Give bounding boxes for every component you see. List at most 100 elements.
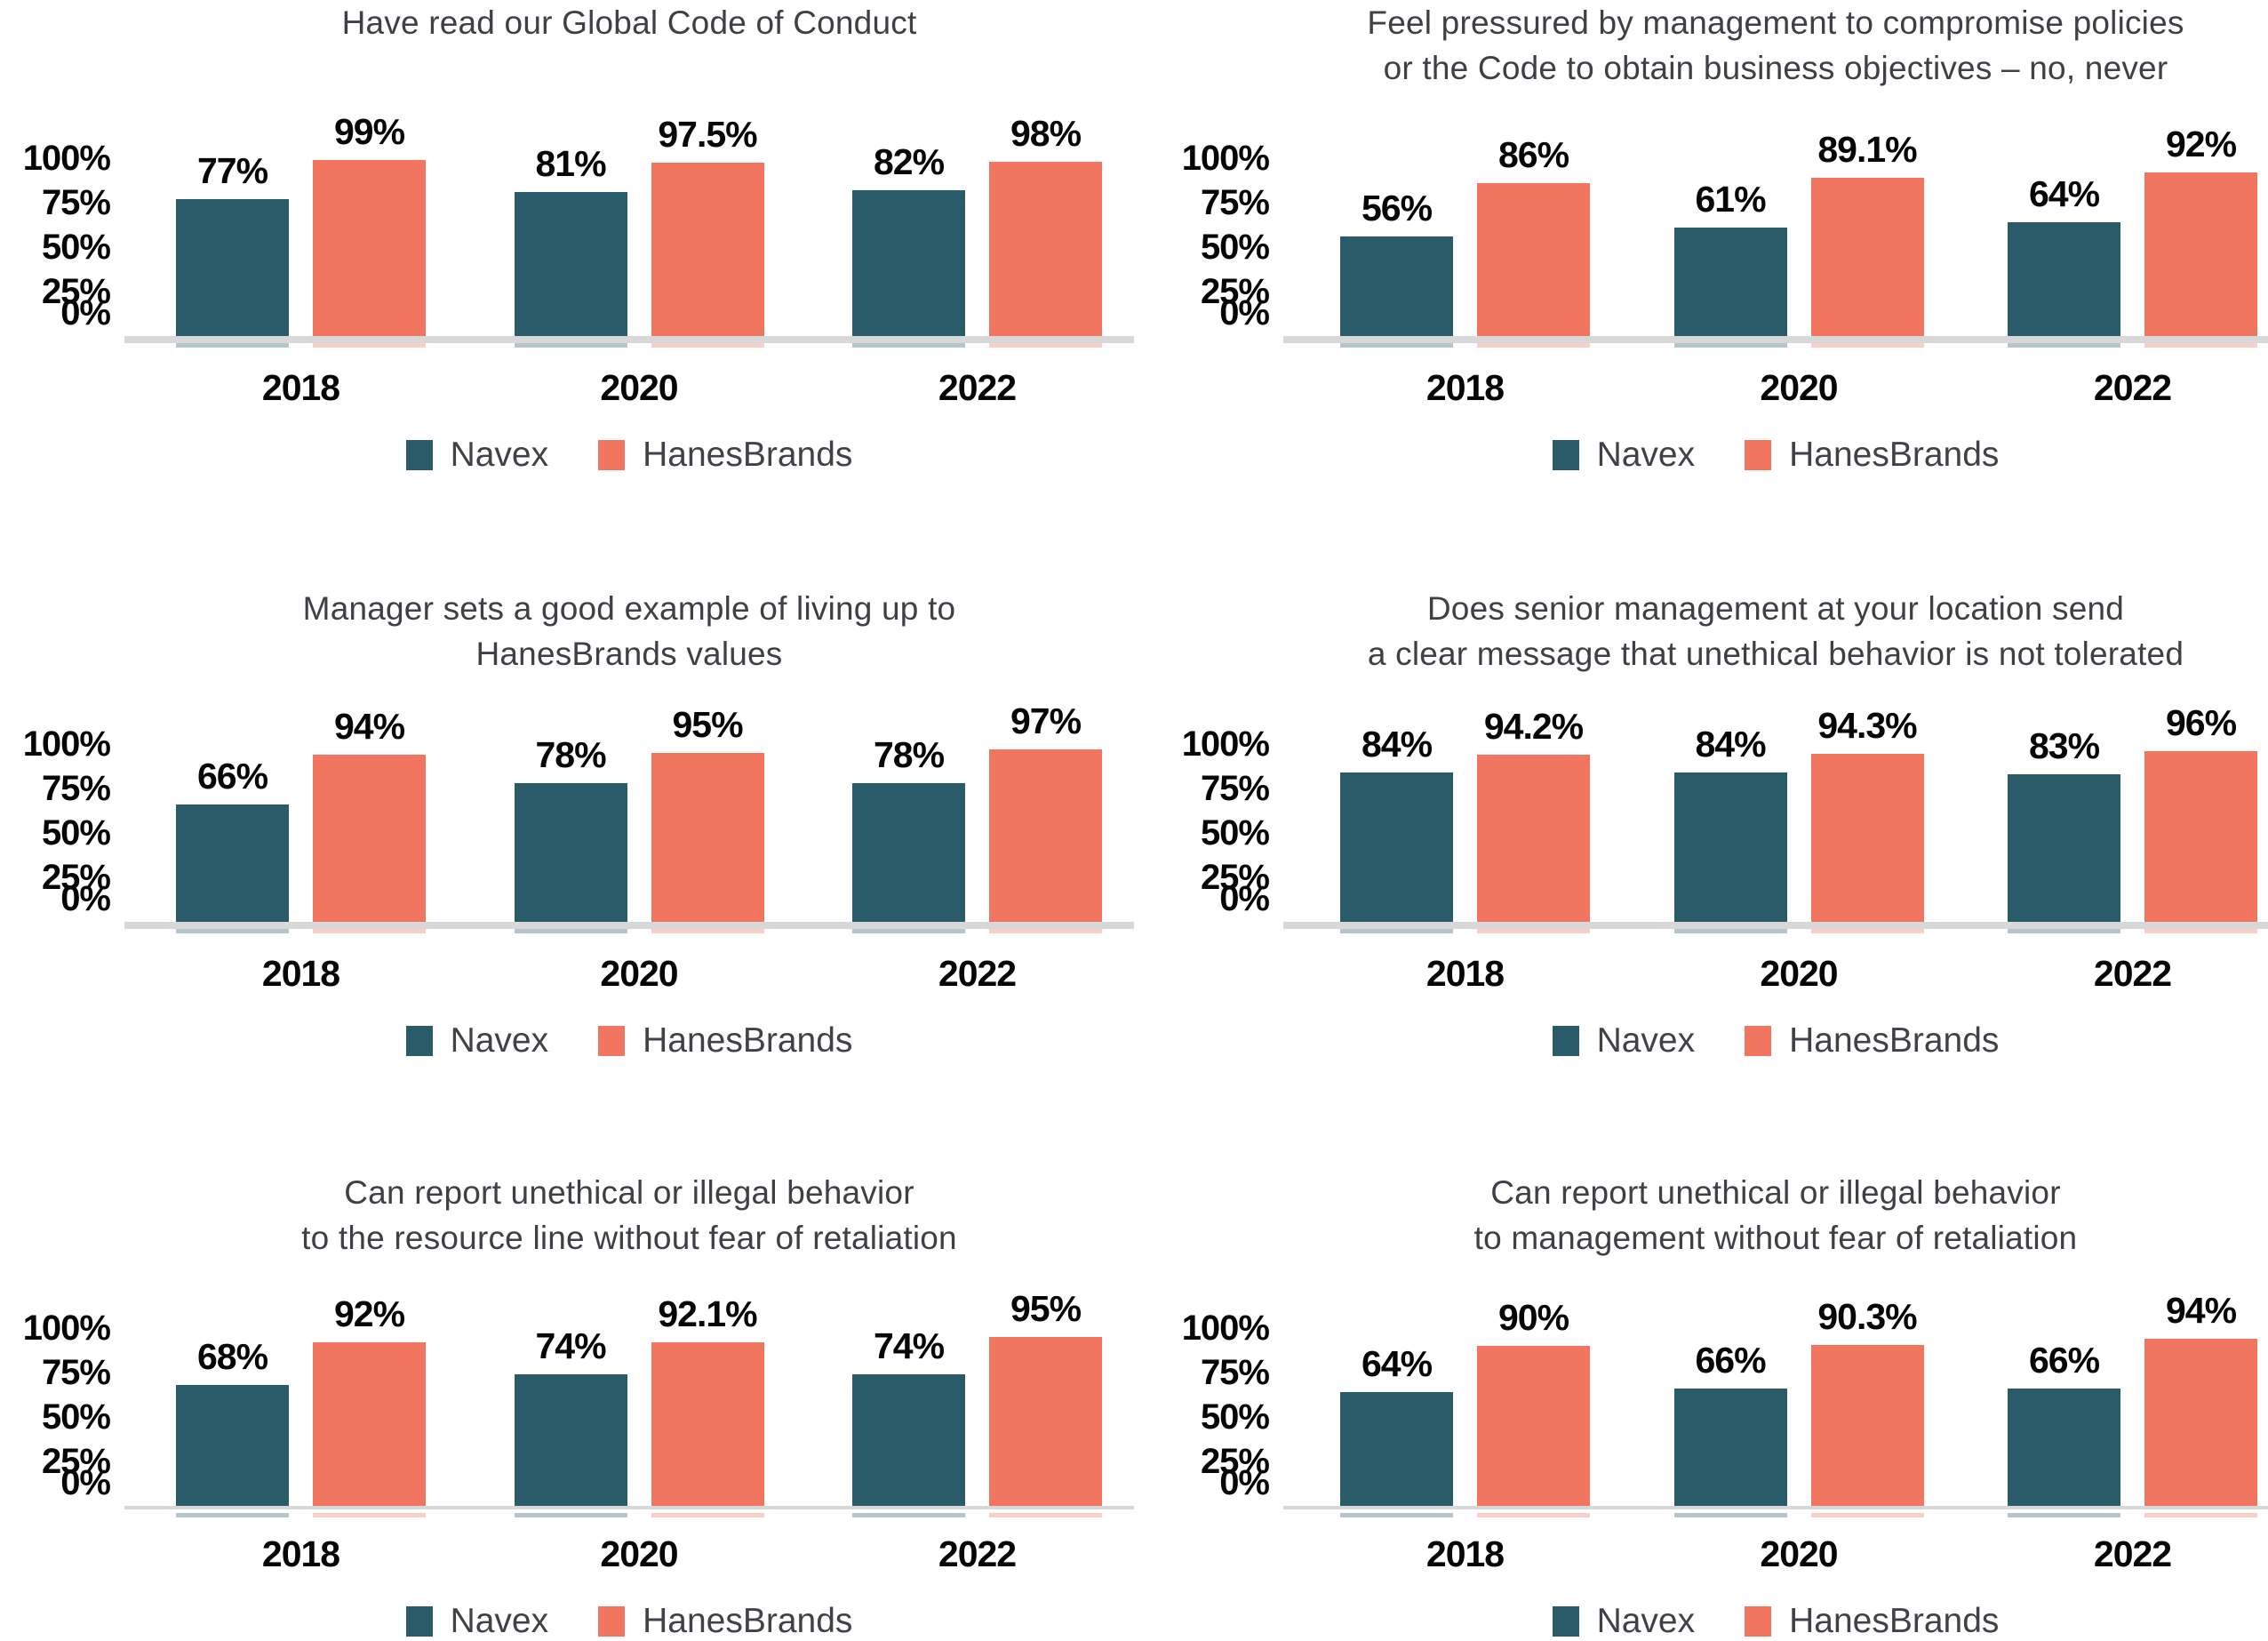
bar-navex: 82% [852, 142, 965, 348]
legend-swatch-hanesbrands [1745, 440, 1772, 470]
x-axis-year-label: 2018 [1425, 953, 1505, 994]
y-axis: 100% 75% 50% 25% 0% [0, 139, 124, 336]
bar-navex: 66% [176, 756, 289, 933]
x-axis-year-label: 2020 [600, 1533, 678, 1574]
chart-panel-2: Feel pressured by management to compromi… [1134, 0, 2268, 547]
bar-group-2022: 83% 96% [2008, 703, 2257, 933]
legend-label-hanesbrands: HanesBrands [1789, 1021, 2000, 1060]
y-axis-tick: 0% [1219, 1463, 1270, 1502]
bar-value-label: 82% [873, 141, 945, 182]
bar-value-label: 98% [1010, 113, 1082, 154]
legend-label-navex: Navex [450, 1602, 549, 1640]
bar-navex: 77% [176, 151, 289, 348]
bar-value-label: 61% [1695, 179, 1766, 220]
bar-value-label: 94% [333, 706, 405, 747]
legend-swatch-hanesbrands [598, 1606, 626, 1637]
bar-group-2022: 82% 98% [852, 114, 1102, 348]
y-axis-tick: 0% [60, 293, 111, 332]
legend-item-navex: Navex [405, 436, 548, 475]
legend-swatch-hanesbrands [598, 440, 626, 470]
chart-area: 100% 75% 50% 25% 0% 77% 99% 81% 97.5% 82% 98% [0, 112, 1134, 348]
bar-navex: 78% [852, 735, 965, 933]
bar-value-label: 94.2% [1483, 705, 1584, 747]
bar-hanesbrands: 89.1% [1810, 130, 1924, 348]
y-axis-tick: 100% [1181, 724, 1270, 764]
bar-navex: 84% [1673, 724, 1787, 933]
y-axis-tick: 75% [1200, 1353, 1270, 1392]
bar-value-label: 77% [196, 150, 268, 191]
y-axis-tick: 75% [1200, 769, 1270, 808]
bar-value-label: 78% [535, 734, 606, 775]
y-axis-tick: 75% [1200, 183, 1270, 222]
bar-value-label: 89.1% [1817, 128, 1917, 170]
chart-panel-3: Manager sets a good example of living up… [0, 547, 1134, 1138]
bar-group-2022: 64% 92% [2008, 124, 2257, 348]
bar-group-2022: 66% 94% [2008, 1291, 2257, 1517]
bar-hanesbrands: 94.3% [1810, 706, 1924, 933]
x-axis-baseline [124, 1506, 1134, 1509]
chart-area: 100% 75% 50% 25% 0% 66% 94% 78% 95% 78% 97% [0, 701, 1134, 933]
bar-navex: 68% [176, 1337, 289, 1517]
bar-hanesbrands: 90% [1477, 1298, 1590, 1517]
legend-swatch-navex [405, 1026, 433, 1056]
legend-label-hanesbrands: HanesBrands [1789, 436, 2000, 474]
bar-group-2020: 66% 90.3% [1673, 1297, 1924, 1517]
y-axis-tick: 25% [1200, 1442, 1270, 1481]
bar-hanesbrands: 94% [313, 707, 426, 933]
legend-swatch-navex [1552, 1026, 1579, 1056]
y-axis-tick: 50% [41, 1397, 111, 1437]
x-axis-baseline [124, 922, 1134, 929]
bar-value-label: 56% [1361, 188, 1433, 228]
legend-swatch-navex [405, 440, 433, 470]
bar-value-label: 97% [1010, 700, 1082, 741]
bar-hanesbrands: 95% [989, 1289, 1102, 1517]
legend-label-hanesbrands: HanesBrands [1789, 1602, 2000, 1640]
bar-navex: 56% [1340, 188, 1453, 348]
y-axis-tick: 50% [1200, 228, 1270, 267]
plot-area: 56% 86% 61% 89.1% 64% 92% [1283, 124, 2268, 348]
bar-group-2020: 84% 94.3% [1673, 706, 1924, 933]
legend: Navex HanesBrands [405, 1602, 853, 1641]
legend-row: Navex HanesBrands [124, 1602, 1134, 1641]
x-axis: 2018 2020 2022 [1283, 366, 2268, 409]
bar-value-label: 99% [333, 111, 405, 152]
x-axis-year-label: 2018 [261, 953, 340, 994]
x-axis: 2018 2020 2022 [124, 366, 1134, 409]
bar-navex: 81% [514, 144, 627, 348]
y-axis-tick: 75% [41, 183, 111, 222]
legend-item-navex: Navex [1552, 1021, 1695, 1061]
y-axis-tick: 50% [1200, 1397, 1270, 1437]
chart-title: Can report unethical or illegal behavior… [1283, 1170, 2268, 1266]
x-axis-year-label: 2022 [938, 1533, 1017, 1574]
x-axis: 2018 2020 2022 [124, 1533, 1134, 1575]
x-axis: 2018 2020 2022 [1283, 952, 2268, 995]
y-axis-tick: 25% [1200, 858, 1270, 897]
legend-item-hanesbrands: HanesBrands [1745, 1602, 1999, 1641]
bar-group-2018: 68% 92% [176, 1294, 426, 1517]
bar-value-label: 95% [672, 704, 743, 745]
bar-value-label: 66% [196, 756, 268, 796]
x-axis-baseline [124, 336, 1134, 343]
bar-value-label: 92.1% [658, 1293, 757, 1334]
y-axis-tick: 0% [60, 1463, 111, 1502]
legend-label-navex: Navex [450, 1021, 549, 1060]
y-axis-tick: 50% [41, 813, 111, 853]
chart-panel-6: Can report unethical or illegal behavior… [1134, 1138, 2268, 1641]
y-axis-tick: 25% [41, 858, 111, 897]
bar-hanesbrands: 99% [313, 112, 426, 348]
chart-area: 100% 75% 50% 25% 0% 84% 94.2% 84% 94.3% 83% 96% [1134, 703, 2268, 934]
legend-swatch-hanesbrands [1745, 1026, 1772, 1056]
legend-item-hanesbrands: HanesBrands [598, 1021, 852, 1061]
chart-title-line: Can report unethical or illegal behavior [344, 1174, 914, 1211]
legend-label-hanesbrands: HanesBrands [643, 1602, 853, 1640]
bar-value-label: 74% [873, 1325, 945, 1366]
x-axis-year-label: 2020 [600, 953, 678, 994]
y-axis-tick: 25% [41, 1442, 111, 1481]
legend-label-navex: Navex [1596, 1602, 1696, 1640]
chart-title-line: Can report unethical or illegal behavior [1490, 1174, 2061, 1211]
legend: Navex HanesBrands [1552, 1602, 1999, 1641]
bar-group-2020: 81% 97.5% [514, 115, 764, 348]
bar-value-label: 68% [196, 1336, 268, 1377]
x-axis-year-label: 2022 [2093, 367, 2172, 408]
plot-area: 84% 94.2% 84% 94.3% 83% 96% [1283, 703, 2268, 934]
